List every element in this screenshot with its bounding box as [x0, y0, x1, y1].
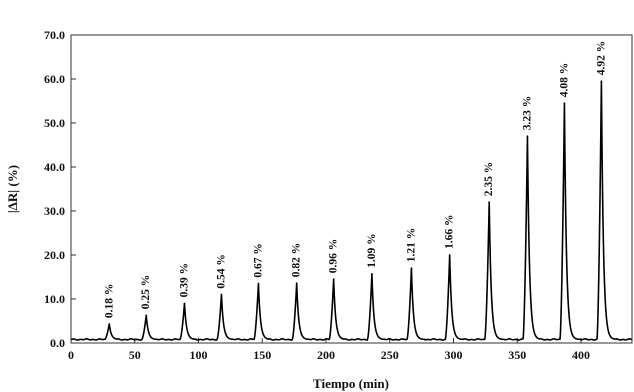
y-axis: 0.0 10.0 20.0 30.0 40.0 50.0 60.0 70.0: [44, 28, 76, 350]
y-tick-label: 0.0: [50, 336, 65, 350]
peak-label: 2.35 %: [483, 162, 495, 197]
peak-label: 1.66 %: [444, 215, 456, 250]
peak-labels: 0.18 % 0.25 % 0.39 % 0.54 % 0.67 % 0.82 % 0.96…: [103, 41, 607, 325]
y-tick-label: 30.0: [44, 204, 65, 218]
x-axis-title: Tiempo (min): [313, 376, 389, 391]
peak-point: [145, 314, 148, 317]
peak-point: [257, 282, 260, 285]
peak-label: 1.21 %: [405, 228, 417, 263]
x-tick-label: 400: [572, 348, 590, 362]
y-tick-label: 50.0: [44, 116, 65, 130]
peak-label: 4.92 %: [595, 41, 607, 76]
peak-label: 4.08 %: [558, 63, 570, 98]
y-tick-label: 20.0: [44, 248, 65, 262]
peak-label: 0.54 %: [216, 254, 228, 289]
y-tick-label: 40.0: [44, 160, 65, 174]
y-tick-label: 70.0: [44, 28, 65, 42]
x-tick-label: 0: [68, 348, 74, 362]
resistance-change-line: [70, 80, 633, 341]
peak-point: [371, 273, 373, 275]
peak-point: [448, 254, 451, 256]
x-tick-label: 150: [253, 348, 271, 362]
x-tick-label: 350: [508, 348, 526, 362]
x-tick-label: 200: [317, 348, 335, 362]
peak-point: [410, 267, 413, 270]
peak-label: 3.23 %: [522, 96, 534, 131]
x-tick-label: 50: [129, 348, 141, 362]
peak-label: 0.82 %: [291, 243, 303, 278]
peak-label: 1.09 %: [366, 233, 378, 268]
x-tick-label: 300: [445, 348, 463, 362]
x-tick-label: 250: [381, 348, 399, 362]
peak-label: 0.25 %: [140, 275, 152, 310]
peak-label: 0.39 %: [179, 263, 191, 298]
x-axis: 0 50 100 150 200 250 300 350 400: [68, 338, 590, 362]
peak-label: 0.96 %: [328, 239, 340, 274]
peak-point: [295, 282, 298, 284]
y-axis-title: |ΔR| (%): [5, 165, 20, 213]
peak-point: [488, 201, 491, 203]
peak-label: 0.18 %: [103, 284, 115, 319]
peak-label: 0.67 %: [252, 243, 264, 278]
y-tick-label: 10.0: [44, 292, 65, 306]
peak-point: [108, 323, 111, 325]
peak-point: [600, 80, 603, 82]
peak-point: [183, 302, 186, 305]
peak-point: [220, 293, 223, 296]
y-tick-label: 60.0: [44, 72, 65, 86]
x-tick-label: 100: [190, 348, 208, 362]
peak-point: [563, 102, 566, 104]
plot-frame: [70, 34, 633, 344]
peak-point: [332, 278, 335, 281]
peak-point: [526, 135, 529, 137]
